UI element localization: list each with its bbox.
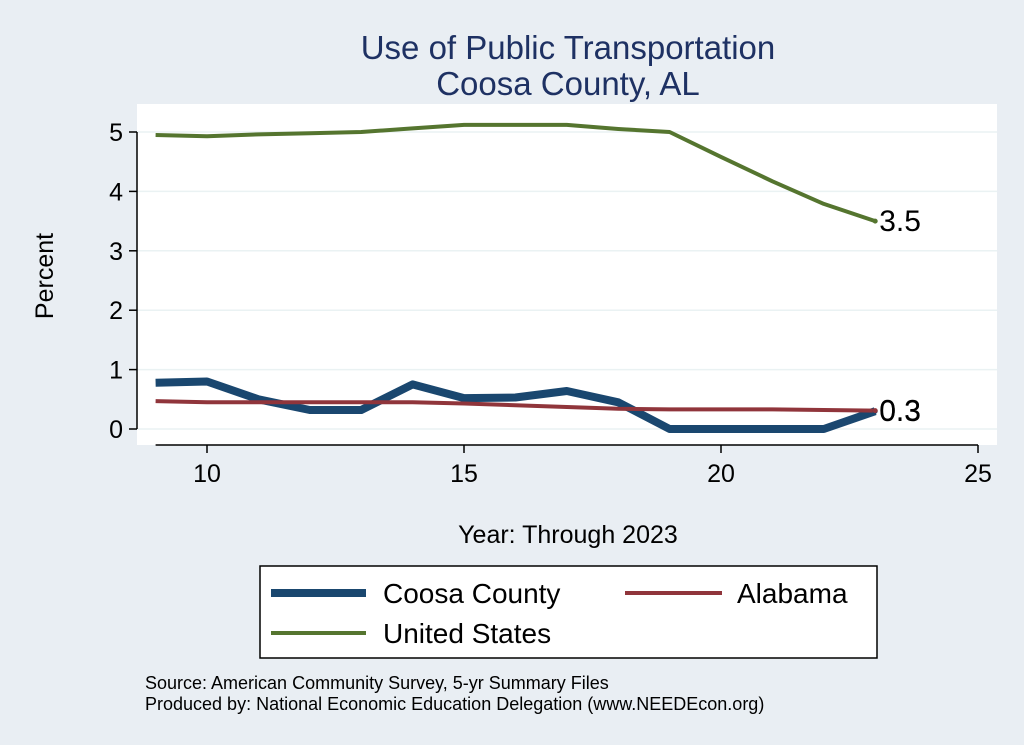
y-tick-label-0: 0 <box>109 416 123 444</box>
x-tick-label-1: 15 <box>450 460 478 488</box>
end-label-coosa-county: 0.3 <box>879 395 921 428</box>
source-note: Source: American Community Survey, 5-yr … <box>145 673 609 693</box>
grid-lines <box>137 131 997 430</box>
x-axis-ticks: 10 15 20 25 <box>193 445 992 488</box>
chart-subtitle: Coosa County, AL <box>436 65 700 102</box>
legend-label-coosa-county: Coosa County <box>383 578 560 609</box>
y-tick-label-2: 2 <box>109 297 123 325</box>
y-tick-label-3: 3 <box>109 238 123 266</box>
end-point-alabama <box>872 408 878 414</box>
end-labels: 0.30.33.5 <box>872 205 921 428</box>
producer-note: Produced by: National Economic Education… <box>145 694 764 714</box>
legend-items: Coosa County Alabama United States <box>271 578 848 649</box>
legend: Coosa County Alabama United States <box>259 565 878 659</box>
end-label-alabama: 0.3 <box>879 395 921 428</box>
series-line-alabama <box>155 399 876 413</box>
chart-title: Use of Public Transportation <box>361 29 776 66</box>
x-tick-label-3: 25 <box>964 460 992 488</box>
x-tick-label-0: 10 <box>193 460 221 488</box>
series-line-united-states <box>155 122 876 223</box>
legend-box <box>259 565 878 659</box>
end-point-united-states <box>872 218 878 224</box>
series-lines <box>155 122 877 433</box>
end-label-united-states: 3.5 <box>879 205 921 238</box>
axes <box>136 132 978 446</box>
y-tick-label-1: 1 <box>109 357 123 385</box>
y-tick-label-5: 5 <box>109 119 123 147</box>
y-axis-ticks: 0 1 2 3 4 5 <box>109 119 137 444</box>
y-tick-label-4: 4 <box>109 178 123 206</box>
x-tick-label-2: 20 <box>707 460 735 488</box>
legend-label-alabama: Alabama <box>737 578 848 609</box>
legend-label-united-states: United States <box>383 618 551 649</box>
y-axis-title: Percent <box>31 233 59 319</box>
x-axis-title: Year: Through 2023 <box>458 521 678 549</box>
